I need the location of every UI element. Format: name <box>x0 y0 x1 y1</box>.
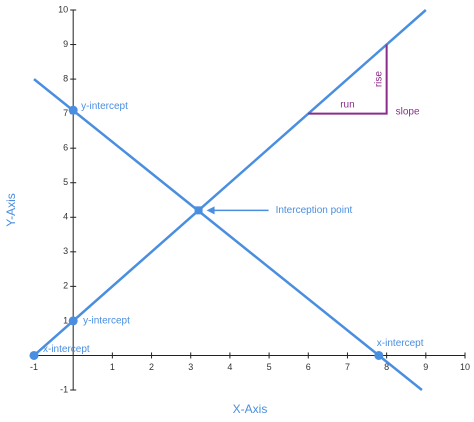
x-tick-label: 2 <box>149 362 154 372</box>
y-axis-label: Y-Axis <box>4 193 18 227</box>
x-tick-label: -1 <box>30 362 38 372</box>
y-tick-label: 6 <box>63 143 68 153</box>
point <box>29 350 39 360</box>
x-tick-label: 1 <box>110 362 115 372</box>
slope-label: slope <box>396 106 420 117</box>
point-label: x-intercept <box>43 344 90 355</box>
line <box>33 9 427 357</box>
y-tick-label: 2 <box>63 281 68 291</box>
point-label: Interception point <box>276 205 353 216</box>
y-tick-label: 5 <box>63 177 68 187</box>
y-tick-label: 4 <box>63 212 68 222</box>
y-tick-label: 8 <box>63 73 68 83</box>
y-tick-label: 1 <box>63 315 68 325</box>
x-tick-label: 4 <box>227 362 232 372</box>
point <box>68 105 78 115</box>
x-axis-label: X-Axis <box>233 402 268 416</box>
x-tick-label: 7 <box>345 362 350 372</box>
y-tick-label: 3 <box>63 246 68 256</box>
y-tick-label: 7 <box>63 108 68 118</box>
point-label: y-intercept <box>81 101 128 112</box>
point-label: y-intercept <box>83 316 130 327</box>
y-tick-label: 10 <box>58 4 68 14</box>
point <box>194 206 203 215</box>
x-tick-label: 8 <box>384 362 389 372</box>
y-tick-label: -1 <box>60 384 68 394</box>
arrow-head <box>206 206 215 215</box>
x-tick-label: 5 <box>267 362 272 372</box>
x-tick-label: 9 <box>423 362 428 372</box>
x-tick-label: 6 <box>306 362 311 372</box>
rise-label: rise <box>373 71 384 88</box>
point <box>374 350 384 360</box>
x-tick-label: 3 <box>188 362 193 372</box>
point-label: x-intercept <box>377 338 424 349</box>
x-tick-label: 10 <box>460 362 470 372</box>
slope-triangle <box>308 44 388 115</box>
y-tick-label: 9 <box>63 39 68 49</box>
run-label: run <box>340 99 354 110</box>
point <box>68 316 78 326</box>
line <box>33 78 423 391</box>
